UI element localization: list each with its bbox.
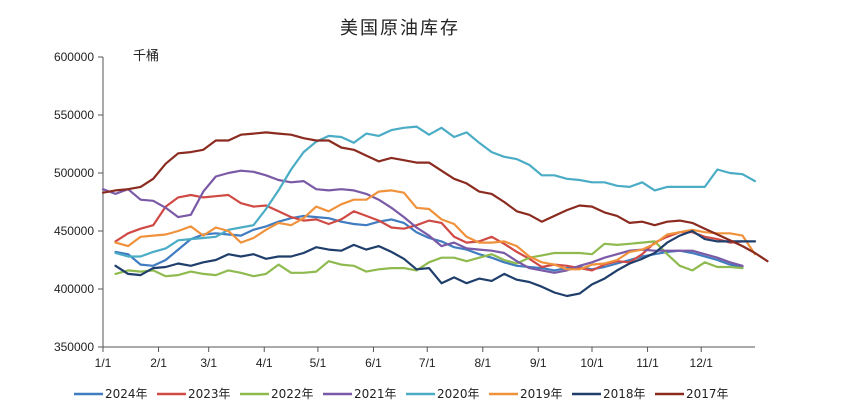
legend-item: 2024年 xyxy=(74,387,148,401)
series-line-2019年 xyxy=(114,189,757,271)
legend-item: 2022年 xyxy=(240,387,314,401)
series-lines xyxy=(101,125,769,298)
x-tick-label: 8/1 xyxy=(474,356,491,370)
legend-item: 2021年 xyxy=(323,387,397,401)
legend-label: 2022年 xyxy=(271,387,314,401)
x-tick-label: 5/1 xyxy=(310,356,327,370)
x-tick-label: 12/1 xyxy=(690,356,714,370)
legend-item: 2023年 xyxy=(157,387,231,401)
series-line-2023年 xyxy=(114,193,744,272)
y-tick-label: 350000 xyxy=(54,340,94,354)
x-tick-label: 1/1 xyxy=(95,356,112,370)
series-line-2020年 xyxy=(114,125,757,258)
legend-label: 2020年 xyxy=(437,387,480,401)
y-tick-label: 500000 xyxy=(54,166,94,180)
chart-title: 美国原油库存 xyxy=(340,18,460,39)
axes xyxy=(102,57,755,348)
legend-label: 2018年 xyxy=(603,387,646,401)
legend-item: 2018年 xyxy=(572,387,646,401)
legend-item: 2020年 xyxy=(406,387,480,401)
y-axis-ticks: 350000 400000 450000 500000 550000 600000 xyxy=(54,50,103,354)
legend-label: 2023年 xyxy=(188,387,231,401)
legend-label: 2021年 xyxy=(354,387,397,401)
legend-label: 2024年 xyxy=(105,387,148,401)
x-tick-label: 7/1 xyxy=(419,356,436,370)
y-axis-unit: 千桶 xyxy=(133,49,159,64)
y-tick-label: 450000 xyxy=(54,224,94,238)
x-tick-label: 10/1 xyxy=(580,356,604,370)
legend-item: 2019年 xyxy=(489,387,563,401)
legend-label: 2019年 xyxy=(520,387,563,401)
legend-label: 2017年 xyxy=(686,387,729,401)
x-axis-ticks: 1/1 2/1 3/1 4/1 5/1 6/1 7/1 8/1 9/1 10/1 11/1 12/1 xyxy=(95,347,714,370)
y-tick-label: 600000 xyxy=(54,50,94,64)
x-tick-label: 4/1 xyxy=(256,356,273,370)
x-tick-label: 9/1 xyxy=(530,356,547,370)
series-line-2017年 xyxy=(101,131,769,263)
legend: 2024年 2023年 2022年 2021年 2020年 2019年 2018年 2017年 xyxy=(74,387,729,401)
x-tick-label: 2/1 xyxy=(150,356,167,370)
legend-item: 2017年 xyxy=(655,387,729,401)
y-tick-label: 400000 xyxy=(54,282,94,296)
y-tick-label: 550000 xyxy=(54,108,94,122)
x-tick-label: 6/1 xyxy=(365,356,382,370)
series-line-2022年 xyxy=(114,240,744,278)
x-tick-label: 3/1 xyxy=(200,356,217,370)
x-tick-label: 11/1 xyxy=(636,356,659,370)
series-line-2018年 xyxy=(114,229,757,298)
